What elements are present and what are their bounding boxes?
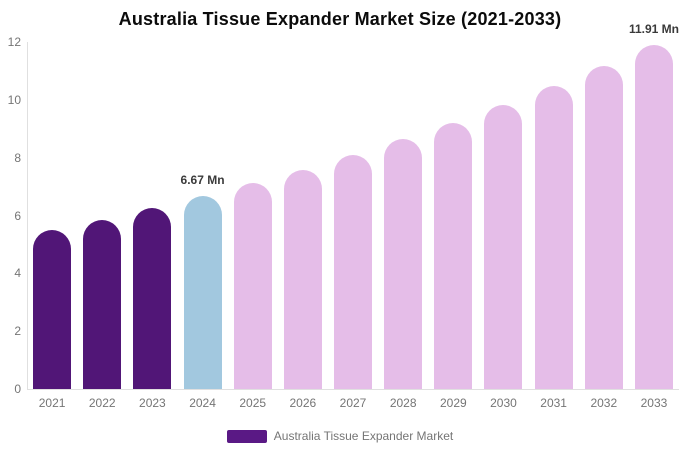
bar-column: 6.67 Mn <box>177 42 227 389</box>
y-tick-8: 8 <box>14 150 21 165</box>
x-tick-2021: 2021 <box>38 396 66 410</box>
x-tick-2027: 2027 <box>339 396 367 410</box>
y-tick-2: 2 <box>14 324 21 339</box>
chart-title: Australia Tissue Expander Market Size (2… <box>118 9 562 29</box>
legend-swatch <box>226 429 267 443</box>
bar-column <box>579 42 629 389</box>
bar-2029[interactable] <box>434 123 473 389</box>
x-tick-2025: 2025 <box>239 396 267 410</box>
bar-column <box>27 42 77 389</box>
y-tick-0: 0 <box>14 382 21 396</box>
bar-2028[interactable] <box>384 139 423 389</box>
bar-column <box>478 42 528 389</box>
x-tick-2028: 2028 <box>389 396 417 410</box>
bar-column <box>428 42 478 389</box>
x-axis-line <box>27 389 679 390</box>
bar-value-label: 6.67 Mn <box>180 173 225 187</box>
bar-2024[interactable] <box>183 196 222 389</box>
bar-column <box>378 42 428 389</box>
bar-column: 11.91 Mn <box>629 22 679 389</box>
bar-2031[interactable] <box>534 86 573 389</box>
x-axis-labels: 2021 2022 2023 2024 2025 2026 2027 2028 2029 2030… <box>27 396 679 410</box>
x-tick-2033: 2033 <box>640 396 668 410</box>
bar-column <box>77 42 127 389</box>
y-axis-line <box>27 42 28 389</box>
bar-2023[interactable] <box>133 208 172 389</box>
legend[interactable]: Australia Tissue Expander Market <box>0 429 680 443</box>
y-tick-10: 10 <box>7 92 21 107</box>
bar-2033[interactable] <box>634 45 673 389</box>
x-tick-2031: 2031 <box>540 396 567 410</box>
bar-column <box>127 42 177 389</box>
x-tick-2030: 2030 <box>490 396 517 410</box>
x-tick-2024: 2024 <box>189 396 216 410</box>
x-tick-2023: 2023 <box>139 396 166 410</box>
y-tick-6: 6 <box>14 208 21 223</box>
x-tick-2029: 2029 <box>439 396 467 410</box>
bar-2022[interactable] <box>83 220 122 389</box>
bar-column <box>328 42 378 389</box>
y-axis: 0 2 4 6 8 10 12 <box>0 35 21 396</box>
bar-2030[interactable] <box>484 105 523 389</box>
x-tick-2026: 2026 <box>289 396 317 410</box>
bar-2021[interactable] <box>33 230 72 389</box>
bar-2032[interactable] <box>584 66 623 389</box>
y-tick-4: 4 <box>14 266 21 281</box>
plot-area: 6.67 Mn 11.91 Mn <box>27 22 679 389</box>
bar-column <box>529 42 579 389</box>
bar-column <box>228 42 278 389</box>
bar-2026[interactable] <box>283 170 322 389</box>
bar-2027[interactable] <box>334 155 373 389</box>
x-tick-2022: 2022 <box>88 396 116 410</box>
y-tick-12: 12 <box>7 35 21 49</box>
x-tick-2032: 2032 <box>590 396 618 410</box>
bar-value-label: 11.91 Mn <box>628 22 679 36</box>
bar-2025[interactable] <box>233 183 272 389</box>
legend-label: Australia Tissue Expander Market <box>273 429 454 443</box>
bar-column <box>278 42 328 389</box>
